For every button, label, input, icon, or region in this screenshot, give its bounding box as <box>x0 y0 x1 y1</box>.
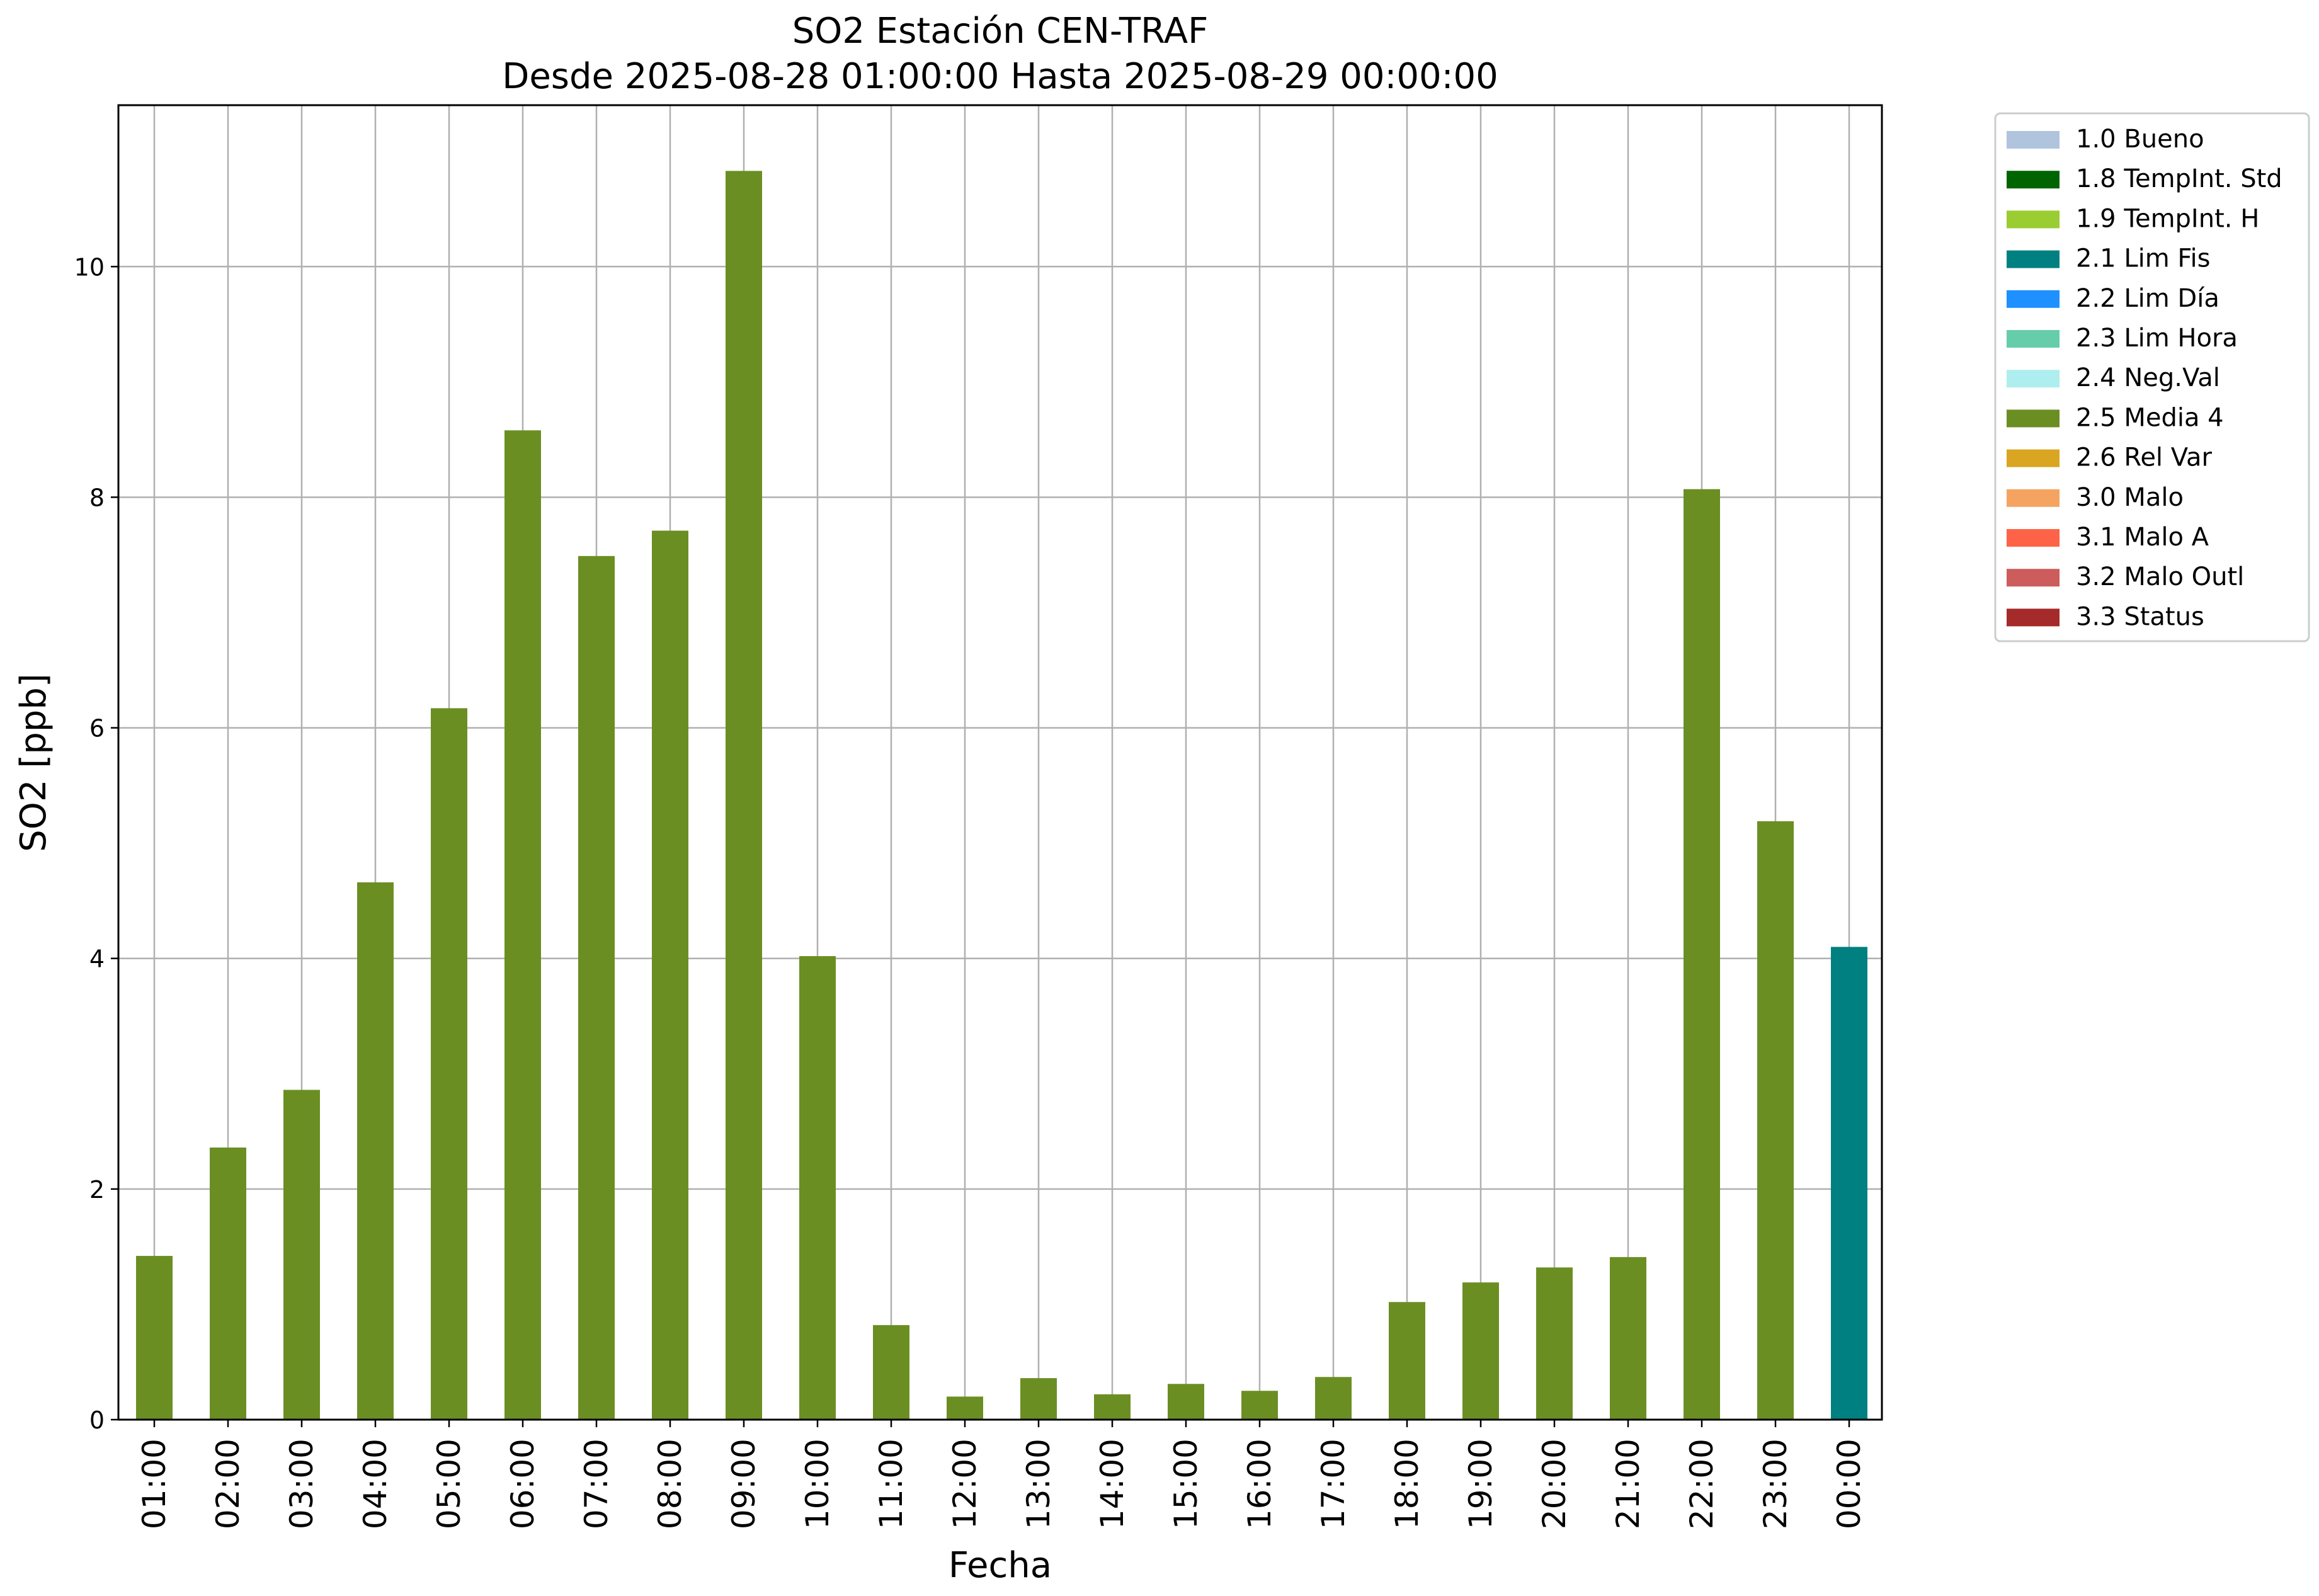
bar <box>210 1147 246 1420</box>
legend-label: 2.5 Media 4 <box>2076 403 2224 432</box>
bar <box>1536 1267 1573 1420</box>
y-tick-label: 10 <box>74 253 105 281</box>
x-tick-label: 15:00 <box>1168 1439 1204 1529</box>
y-tick-label: 0 <box>89 1406 105 1434</box>
x-tick-label: 10:00 <box>799 1439 836 1529</box>
bar <box>1462 1282 1499 1420</box>
legend-label: 2.4 Neg.Val <box>2076 363 2220 392</box>
legend-swatch <box>2007 171 2060 189</box>
legend-swatch <box>2007 330 2060 348</box>
legend-swatch <box>2007 409 2060 428</box>
y-tick-label: 2 <box>89 1176 105 1204</box>
x-tick-label: 21:00 <box>1610 1439 1646 1529</box>
legend-swatch <box>2007 290 2060 308</box>
x-tick-label: 17:00 <box>1315 1439 1352 1529</box>
legend-swatch <box>2007 210 2060 229</box>
x-tick-label: 09:00 <box>726 1439 762 1529</box>
bar <box>726 171 762 1420</box>
x-tick-label: 03:00 <box>283 1439 320 1529</box>
plot-frame <box>117 104 1883 1421</box>
x-axis-label: Fecha <box>949 1545 1052 1586</box>
bar <box>1094 1394 1131 1420</box>
bar <box>504 430 541 1420</box>
bar <box>578 556 615 1420</box>
x-tick-label: 01:00 <box>136 1439 173 1529</box>
chart-title: SO2 Estación CEN-TRAF <box>792 11 1209 52</box>
y-axis: 0 2 4 6 8 10 <box>74 253 118 1434</box>
bar <box>1757 821 1794 1420</box>
bar <box>947 1396 983 1420</box>
x-tick-label: 08:00 <box>652 1439 688 1529</box>
legend-label: 1.0 Bueno <box>2076 125 2204 154</box>
legend-swatch <box>2007 489 2060 507</box>
x-tick-label: 12:00 <box>947 1439 983 1529</box>
bar <box>1241 1391 1278 1420</box>
y-tick-label: 8 <box>89 484 105 511</box>
x-axis: 01:00 02:00 03:00 04:00 05:00 06:00 07:00 08:00… <box>136 1420 1867 1529</box>
legend-label: 3.0 Malo <box>2076 483 2184 512</box>
bar <box>1020 1378 1057 1420</box>
bar <box>799 956 836 1420</box>
bar <box>1168 1384 1204 1420</box>
bar <box>431 708 467 1420</box>
x-tick-label: 19:00 <box>1462 1439 1499 1529</box>
y-axis-label: SO2 [ppb] <box>13 673 54 852</box>
legend-label: 3.3 Status <box>2076 602 2204 631</box>
legend: 1.0 Bueno 1.8 TempInt. Std 1.9 TempInt. H 2… <box>1994 112 2310 642</box>
legend-label: 2.1 Lim Fis <box>2076 244 2210 273</box>
legend-label: 2.3 Lim Hora <box>2076 324 2238 353</box>
x-tick-label: 18:00 <box>1389 1439 1425 1529</box>
bar <box>1389 1302 1425 1420</box>
bar <box>873 1325 909 1420</box>
x-tick-label: 07:00 <box>578 1439 615 1529</box>
x-tick-label: 02:00 <box>210 1439 246 1529</box>
bar <box>357 882 394 1420</box>
legend-swatch <box>2007 569 2060 587</box>
x-tick-label: 06:00 <box>504 1439 541 1529</box>
bar <box>1684 489 1720 1420</box>
x-tick-label: 05:00 <box>431 1439 467 1529</box>
x-tick-label: 13:00 <box>1020 1439 1057 1529</box>
legend-frame <box>1994 112 2310 642</box>
bar <box>652 530 688 1420</box>
x-tick-label: 22:00 <box>1684 1439 1720 1529</box>
legend-label: 2.6 Rel Var <box>2076 443 2213 472</box>
legend-swatch <box>2007 370 2060 388</box>
legend-label: 3.2 Malo Outl <box>2076 562 2244 591</box>
y-tick-label: 4 <box>89 945 105 973</box>
bar <box>1610 1257 1646 1420</box>
legend-label: 1.8 TempInt. Std <box>2076 164 2282 193</box>
x-tick-label: 11:00 <box>873 1439 909 1529</box>
x-tick-label: 00:00 <box>1831 1439 1867 1529</box>
bar <box>1831 947 1867 1420</box>
legend-label: 1.9 TempInt. H <box>2076 204 2259 233</box>
legend-label: 2.2 Lim Día <box>2076 284 2219 313</box>
legend-swatch <box>2007 250 2060 268</box>
legend-swatch <box>2007 608 2060 627</box>
legend-swatch <box>2007 449 2060 467</box>
legend-label: 3.1 Malo A <box>2076 523 2209 552</box>
bar <box>283 1090 320 1420</box>
x-tick-label: 04:00 <box>357 1439 394 1529</box>
y-tick-label: 6 <box>89 715 105 743</box>
bar <box>1315 1377 1352 1420</box>
bar <box>136 1256 173 1420</box>
x-tick-label: 20:00 <box>1536 1439 1573 1529</box>
chart-subtitle: Desde 2025-08-28 01:00:00 Hasta 2025-08-… <box>502 56 1498 97</box>
x-tick-label: 16:00 <box>1241 1439 1278 1529</box>
x-tick-label: 23:00 <box>1757 1439 1794 1529</box>
x-tick-label: 14:00 <box>1094 1439 1131 1529</box>
legend-swatch <box>2007 131 2060 149</box>
legend-swatch <box>2007 529 2060 547</box>
bars-group <box>136 171 1867 1420</box>
